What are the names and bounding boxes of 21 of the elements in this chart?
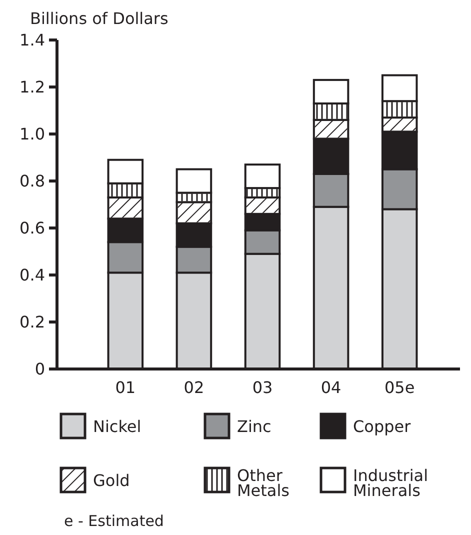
y-tick-label: 0.8 (20, 172, 45, 191)
legend-label: Industrial Minerals (353, 466, 428, 500)
y-tick-label: 1.2 (20, 78, 45, 97)
legend-label: Nickel (93, 417, 142, 436)
x-tick-label: 02 (184, 378, 204, 397)
text: e - Estimated (64, 512, 164, 530)
legend-label: Other Metals (237, 466, 290, 500)
y-tick-label: 1.0 (20, 124, 45, 144)
y-tick-label: 0.2 (20, 312, 45, 332)
x-tick-label: 01 (115, 378, 136, 397)
y-tick-label: 0 (34, 360, 45, 379)
legend-label: Zinc (237, 417, 272, 436)
y-tick-label: 0.6 (20, 218, 45, 238)
x-tick-label: 03 (252, 378, 273, 397)
legend-label: Gold (93, 471, 130, 490)
legend-label: Copper (353, 417, 412, 436)
y-tick-label: 0.4 (20, 266, 45, 285)
y-tick-label: 1.4 (20, 30, 45, 50)
x-tick-label: 04 (320, 378, 342, 397)
y-axis-title: Billions of Dollars (30, 9, 168, 28)
x-tick-label: 05e (384, 378, 415, 397)
